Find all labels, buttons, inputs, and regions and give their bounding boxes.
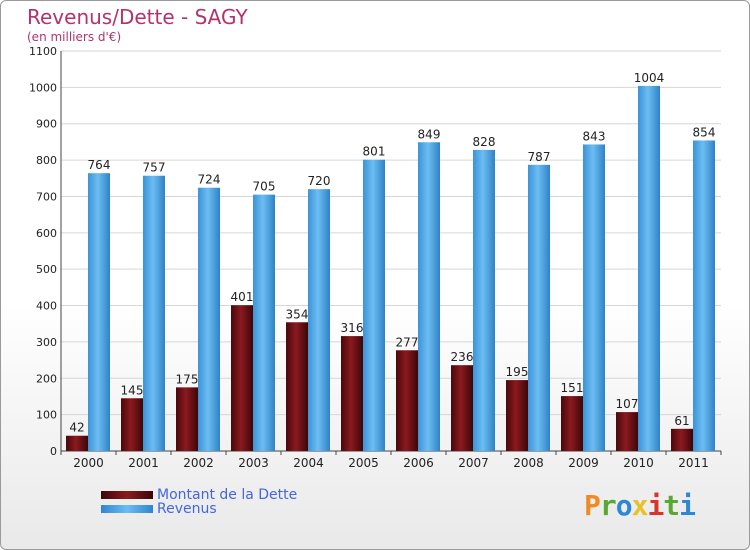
x-tick-label: 2010	[623, 456, 654, 470]
data-label: 764	[88, 158, 111, 172]
x-tick-label: 2006	[403, 456, 434, 470]
data-label: 316	[341, 321, 364, 335]
bar-dette	[671, 428, 693, 451]
data-label: 1004	[634, 71, 665, 85]
data-label: 42	[69, 421, 84, 435]
logo-letter: i	[679, 489, 696, 522]
bar-dette	[341, 336, 363, 451]
logo-letter: P	[584, 489, 601, 522]
y-tick-label: 800	[36, 154, 57, 167]
y-tick-label: 100	[36, 409, 57, 422]
x-tick-label: 2005	[348, 456, 379, 470]
y-tick-label: 900	[36, 118, 57, 131]
bar-revenus	[363, 159, 385, 451]
x-tick-label: 2009	[568, 456, 599, 470]
data-label: 195	[506, 365, 529, 379]
bar-revenus	[473, 149, 495, 451]
x-tick-label: 2001	[128, 456, 159, 470]
data-label: 175	[176, 372, 199, 386]
bar-dette	[561, 396, 583, 451]
x-tick-label: 2007	[458, 456, 489, 470]
data-label: 277	[396, 335, 419, 349]
data-label: 145	[121, 383, 144, 397]
bar-revenus	[528, 164, 550, 451]
data-label: 843	[583, 129, 606, 143]
logo-letter: r	[599, 489, 617, 522]
logo-letter: o	[615, 489, 633, 522]
bar-dette	[616, 412, 638, 451]
logo-letter: t	[663, 489, 680, 522]
legend-label-dette: Montant de la Dette	[157, 487, 298, 503]
data-label: 720	[308, 174, 331, 188]
legend-item-dette: Montant de la Dette	[101, 487, 298, 503]
bar-dette	[121, 398, 143, 451]
bar-revenus	[198, 187, 220, 451]
bar-revenus	[583, 144, 605, 452]
y-tick-label: 300	[36, 336, 57, 349]
bar-revenus	[418, 142, 440, 452]
proxiti-logo: Proxiti	[584, 489, 696, 522]
x-tick-label: 2002	[183, 456, 214, 470]
data-label: 787	[528, 150, 551, 164]
y-tick-label: 500	[36, 263, 57, 276]
data-label: 107	[616, 397, 639, 411]
legend-item-revenus: Revenus	[101, 501, 217, 517]
y-tick-label: 0	[50, 445, 57, 458]
x-tick-label: 2008	[513, 456, 544, 470]
data-label: 849	[418, 127, 441, 141]
y-tick-label: 400	[36, 300, 57, 313]
bar-revenus	[308, 189, 330, 451]
bar-dette	[506, 380, 528, 451]
data-label: 705	[253, 180, 276, 194]
data-label: 401	[231, 290, 254, 304]
x-tick-label: 2000	[73, 456, 104, 470]
data-label: 354	[286, 307, 309, 321]
bar-dette	[396, 350, 418, 451]
y-tick-label: 1000	[29, 81, 57, 94]
data-label: 828	[473, 135, 496, 149]
bar-revenus	[88, 173, 110, 451]
legend-label-revenus: Revenus	[157, 501, 217, 517]
data-label: 61	[674, 414, 689, 428]
y-tick-label: 600	[36, 227, 57, 240]
legend-swatch-revenus	[101, 505, 153, 513]
bar-revenus	[253, 194, 275, 452]
x-tick-label: 2003	[238, 456, 269, 470]
x-tick-label: 2011	[678, 456, 709, 470]
logo-letter: x	[631, 489, 649, 522]
data-label: 724	[198, 173, 221, 187]
data-label: 854	[693, 125, 716, 139]
bar-dette	[286, 322, 308, 451]
bar-revenus	[638, 85, 660, 451]
y-tick-label: 200	[36, 372, 57, 385]
data-label: 236	[451, 350, 474, 364]
data-label: 801	[363, 145, 386, 159]
legend-swatch-dette	[101, 491, 153, 499]
bar-revenus	[693, 140, 715, 452]
bar-dette	[176, 387, 198, 451]
bar-dette	[66, 435, 88, 451]
y-tick-label: 700	[36, 190, 57, 203]
bar-revenus	[143, 175, 165, 451]
data-label: 757	[143, 161, 166, 175]
x-tick-label: 2004	[293, 456, 324, 470]
bar-dette	[451, 365, 473, 451]
data-label: 151	[561, 381, 584, 395]
chart-title: Revenus/Dette - SAGY	[27, 5, 248, 29]
bar-dette	[231, 305, 253, 451]
chart-subtitle: (en milliers d'€)	[27, 30, 122, 44]
logo-letter: i	[647, 489, 664, 522]
y-tick-label: 1100	[29, 45, 57, 58]
